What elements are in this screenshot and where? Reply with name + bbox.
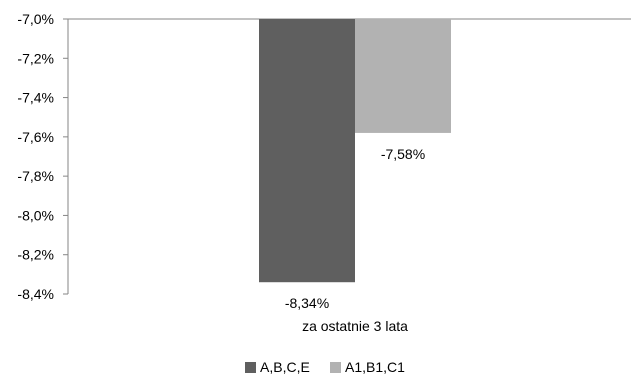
legend-swatch-a1-b1-c1 [330,362,341,373]
bar-a1-b1-c1 [355,19,451,133]
legend-label-a-b-c-e: A,B,C,E [260,359,310,375]
legend: A,B,C,E A1,B1,C1 [245,359,405,375]
data-labels: -8,34% -7,58% [285,146,425,311]
y-tick-label: -7,4% [17,90,54,106]
legend-label-a1-b1-c1: A1,B1,C1 [345,359,405,375]
y-tick-label: -7,2% [17,50,54,66]
legend-swatch-a-b-c-e [245,362,256,373]
y-tick-label: -8,0% [17,207,54,223]
data-label: -8,34% [285,295,329,311]
y-tick-label: -7,8% [17,168,54,184]
bars [259,19,451,283]
y-axis: -7,0% -7,2% -7,4% -7,6% -7,8% -8,0% -8,2% -8,4% [17,11,69,302]
y-tick-label: -8,2% [17,247,54,263]
y-tick-label: -7,6% [17,129,54,145]
data-label: -7,58% [381,146,425,162]
category-label: za ostatnie 3 lata [302,318,408,334]
bar-a-b-c-e [259,19,355,283]
y-tick-label: -7,0% [17,11,54,27]
y-tick-label: -8,4% [17,286,54,302]
